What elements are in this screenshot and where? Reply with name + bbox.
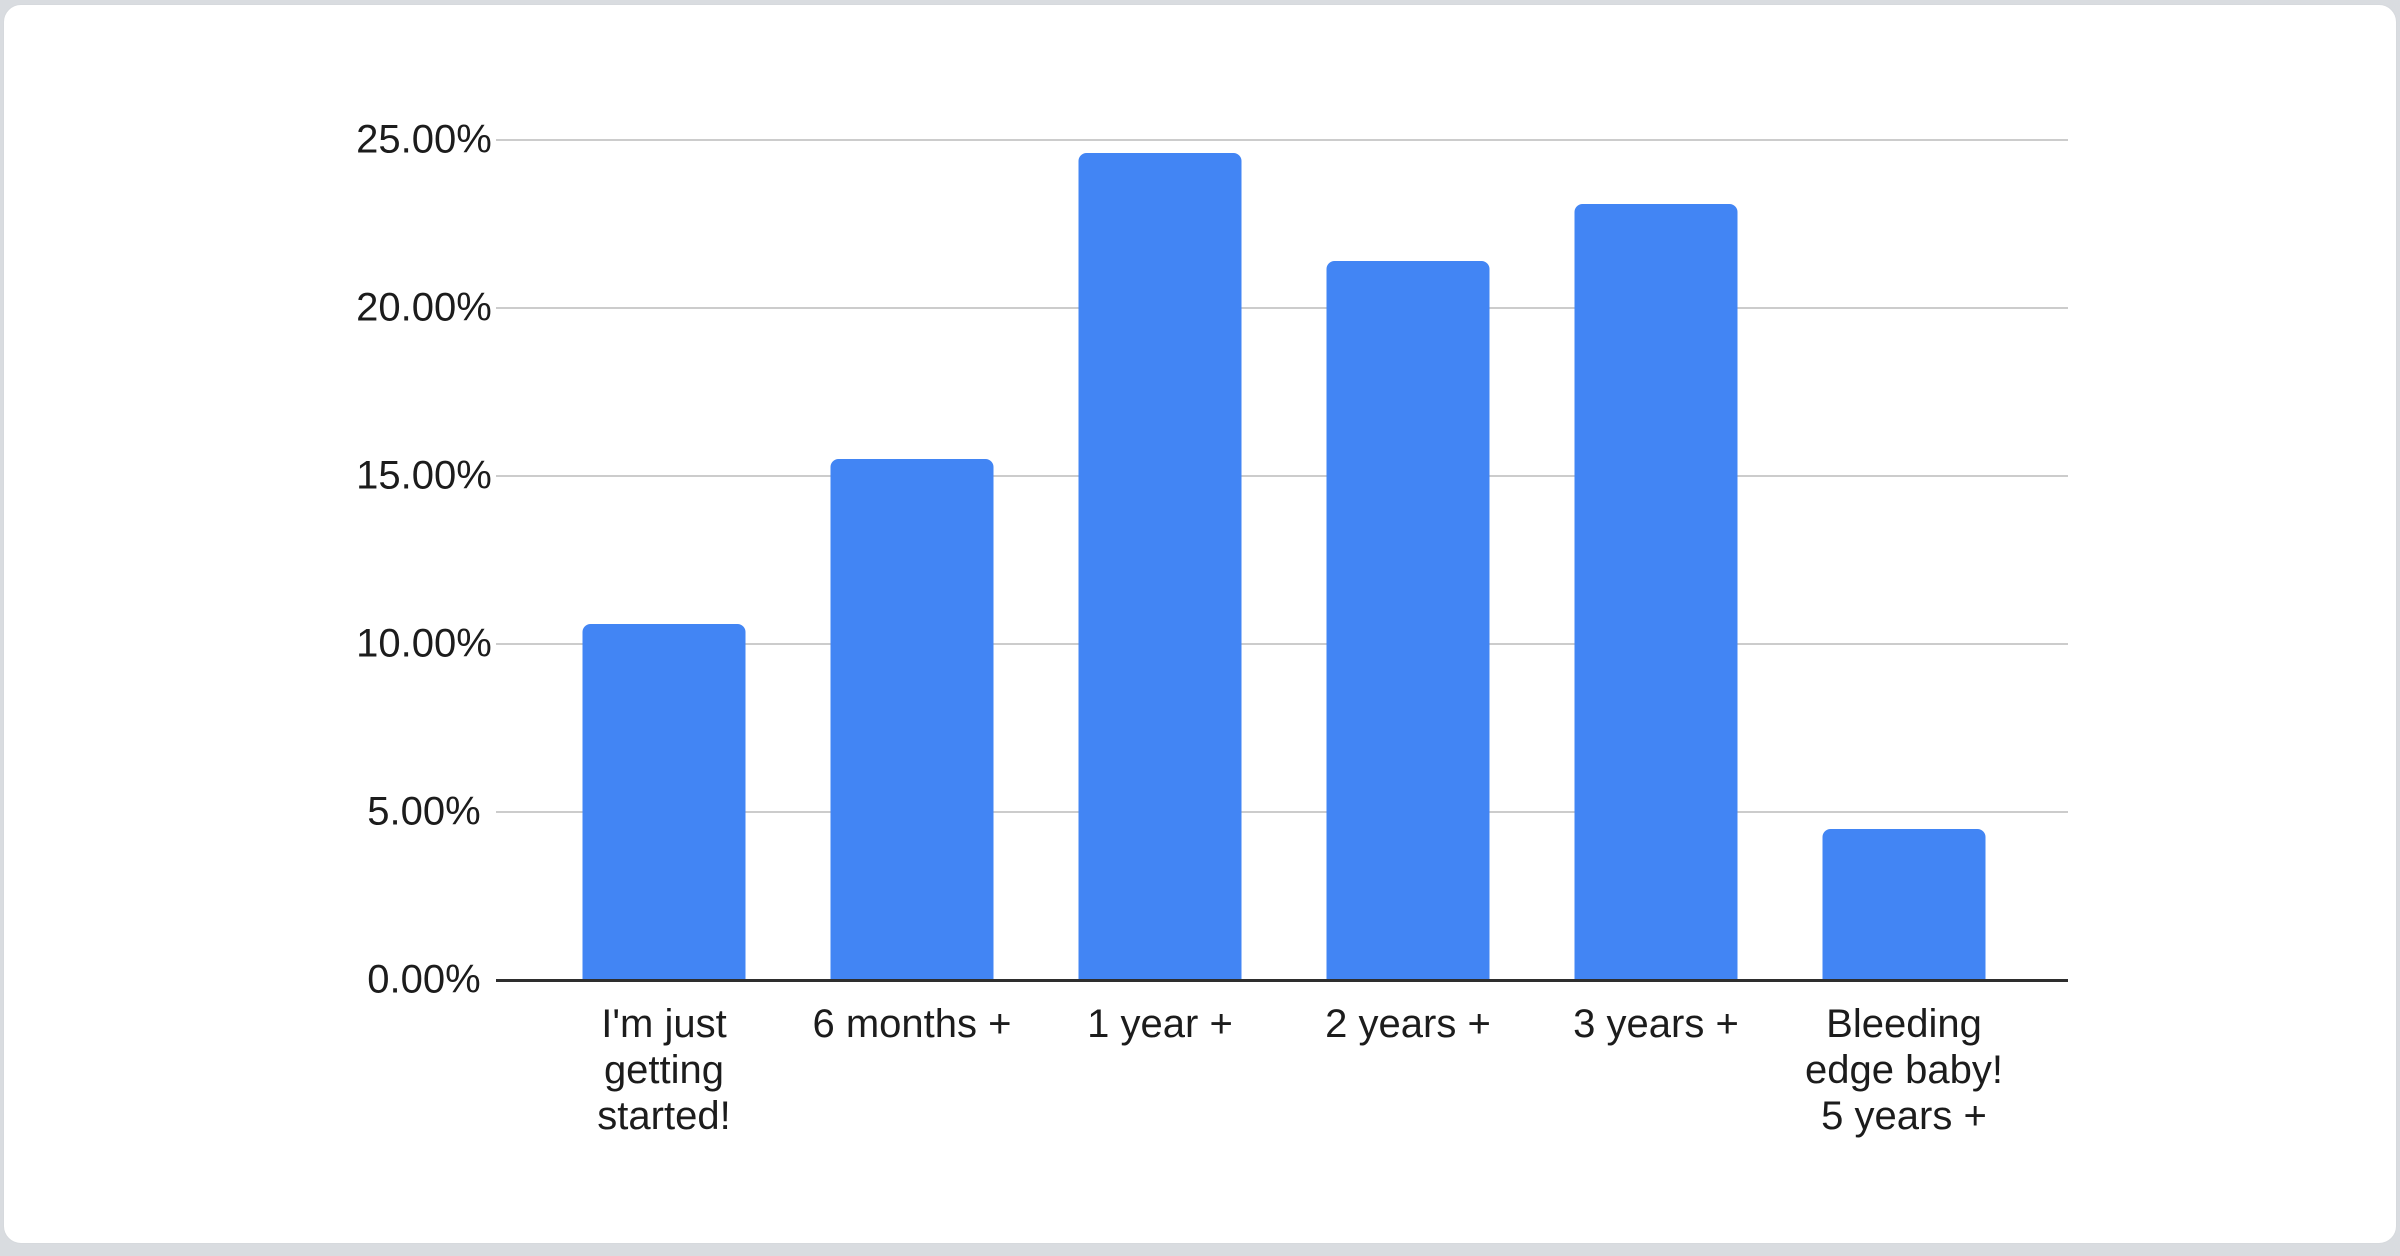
y-tick-label: 0.00% bbox=[367, 957, 481, 1002]
bar-5 bbox=[1574, 203, 1738, 980]
gridline bbox=[496, 811, 2068, 813]
category-slot bbox=[540, 140, 788, 980]
gridline bbox=[496, 643, 2068, 645]
x-tick-label: 1 year + bbox=[1087, 1002, 1233, 1046]
x-tick-label: 3 years + bbox=[1573, 1002, 1739, 1046]
y-tick-label: 25.00% bbox=[356, 117, 492, 162]
gridline bbox=[496, 307, 2068, 309]
x-tick-label: Bleeding edge baby! 5 years + bbox=[1805, 1002, 2003, 1138]
x-tick-label: I'm just getting started! bbox=[597, 1002, 731, 1138]
chart-card: 0.00% 5.00% 10.00% 15.00% 20.00% 25.00% I'm j… bbox=[3, 4, 2397, 1244]
bar-3 bbox=[1078, 153, 1242, 980]
plot-area bbox=[496, 139, 2068, 982]
gridline bbox=[496, 475, 2068, 477]
category-slot bbox=[1532, 140, 1780, 980]
gridline bbox=[496, 139, 2068, 141]
bar-2 bbox=[830, 459, 994, 980]
bar-chart: 0.00% 5.00% 10.00% 15.00% 20.00% 25.00% I'm j… bbox=[4, 5, 2396, 1243]
x-tick-label: 2 years + bbox=[1325, 1002, 1491, 1046]
category-slot bbox=[1780, 140, 2028, 980]
y-tick-label: 5.00% bbox=[367, 789, 481, 834]
bar-6 bbox=[1822, 828, 1986, 980]
category-slot bbox=[788, 140, 1036, 980]
x-axis-line bbox=[496, 979, 2068, 982]
y-tick-label: 10.00% bbox=[356, 621, 492, 666]
category-slot bbox=[1284, 140, 1532, 980]
x-tick-label: 6 months + bbox=[812, 1002, 1012, 1046]
bar-1 bbox=[582, 623, 746, 980]
category-slot bbox=[1036, 140, 1284, 980]
bar-4 bbox=[1326, 260, 1490, 980]
x-axis-labels: I'm just getting started! 6 months + 1 yea… bbox=[4, 5, 2396, 1243]
y-tick-label: 20.00% bbox=[356, 285, 492, 330]
y-axis-labels: 0.00% 5.00% 10.00% 15.00% 20.00% 25.00% bbox=[274, 118, 574, 1002]
y-tick-label: 15.00% bbox=[356, 453, 492, 498]
bar-band bbox=[540, 140, 2028, 980]
